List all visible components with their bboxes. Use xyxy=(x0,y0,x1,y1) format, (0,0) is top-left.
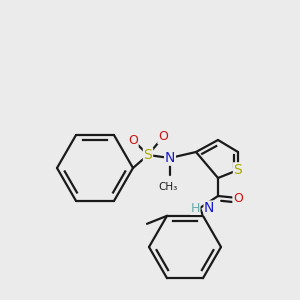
Text: O: O xyxy=(128,134,138,146)
Text: S: S xyxy=(144,148,152,162)
Text: CH₃: CH₃ xyxy=(158,182,178,192)
Text: H: H xyxy=(190,202,200,214)
Text: N: N xyxy=(165,151,175,165)
Text: N: N xyxy=(204,201,214,215)
Text: O: O xyxy=(233,191,243,205)
Text: S: S xyxy=(234,163,242,177)
Text: O: O xyxy=(158,130,168,143)
